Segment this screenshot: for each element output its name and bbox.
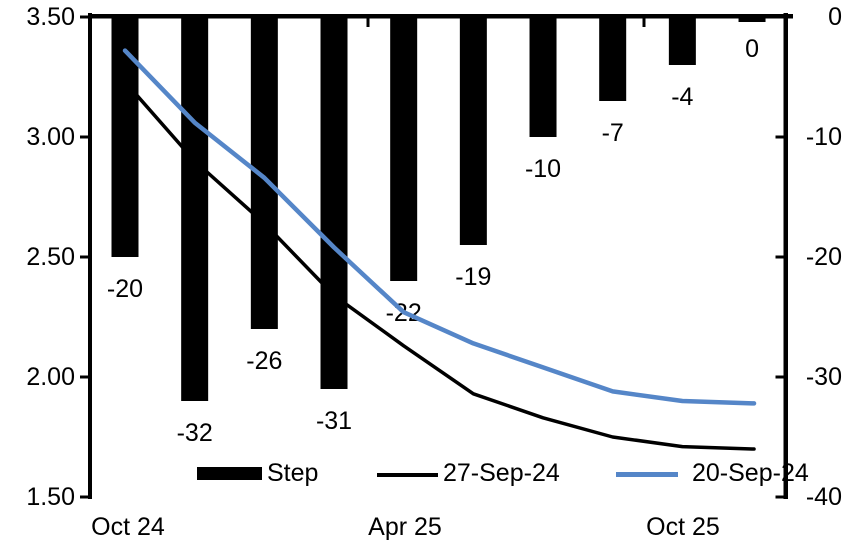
left-axis-tick-label: 2.00: [26, 363, 75, 391]
bar-step: [320, 18, 348, 389]
bar-data-label: -31: [316, 407, 352, 435]
bar-data-label: 0: [745, 35, 759, 63]
right-axis-tick: [775, 255, 784, 259]
bar-data-label: -4: [671, 83, 693, 111]
right-axis-tick-label: -40: [805, 483, 842, 511]
left-axis-tick-label: 2.50: [26, 243, 75, 271]
right-axis-tick-label: -20: [805, 243, 842, 271]
bar-data-label: -20: [107, 275, 143, 303]
bar-step: [181, 18, 209, 401]
left-axis-line: [88, 13, 92, 499]
x-axis-tick-label: Oct 25: [646, 513, 720, 541]
bar-step: [738, 18, 766, 22]
bar-step: [668, 18, 696, 65]
legend-label-20-sep-24: 20-Sep-24: [692, 459, 809, 487]
left-axis-tick: [80, 15, 88, 19]
right-axis-tick: [775, 495, 784, 499]
line-27-sep-24: [123, 80, 756, 451]
left-axis-tick: [80, 495, 88, 499]
x-axis-tick-label: Apr 25: [368, 513, 442, 541]
bar-step: [250, 18, 278, 329]
legend-bar-swatch-icon: [197, 467, 262, 480]
left-axis-tick-label: 3.50: [26, 3, 75, 31]
bar-step: [459, 18, 487, 245]
right-axis-tick-label: -10: [805, 123, 842, 151]
legend-black-line-icon: [377, 473, 438, 477]
left-axis-tick: [80, 375, 88, 379]
right-axis-line: [783, 13, 788, 499]
bar-step: [599, 18, 627, 101]
legend-label-27-sep-24: 27-Sep-24: [443, 459, 560, 487]
right-axis-tick: [775, 375, 784, 379]
left-axis-tick-label: 3.00: [26, 123, 75, 151]
bar-step: [111, 18, 139, 257]
legend-label-step: Step: [267, 459, 319, 487]
left-axis-tick-label: 1.50: [26, 483, 75, 511]
bar-data-label: -19: [455, 263, 491, 291]
bar-step: [390, 18, 418, 281]
x-axis-tick-label: Oct 24: [91, 513, 165, 541]
bar-data-label: -32: [177, 419, 213, 447]
right-axis-tick-label: -30: [805, 363, 842, 391]
x-axis-tick: [642, 18, 646, 27]
right-axis-tick: [775, 135, 784, 139]
right-axis-tick-label: 0: [828, 3, 842, 31]
bar-data-label: -7: [602, 119, 624, 147]
zero-axis-line: [88, 14, 793, 19]
bar-step: [529, 18, 557, 137]
x-axis-tick: [366, 18, 370, 27]
legend-blue-line-icon: [616, 472, 678, 477]
bar-data-label: -10: [525, 155, 561, 183]
left-axis-tick: [80, 255, 88, 259]
left-axis-tick: [80, 135, 88, 139]
bar-data-label: -26: [246, 347, 282, 375]
line-20-sep-24: [122, 48, 757, 406]
